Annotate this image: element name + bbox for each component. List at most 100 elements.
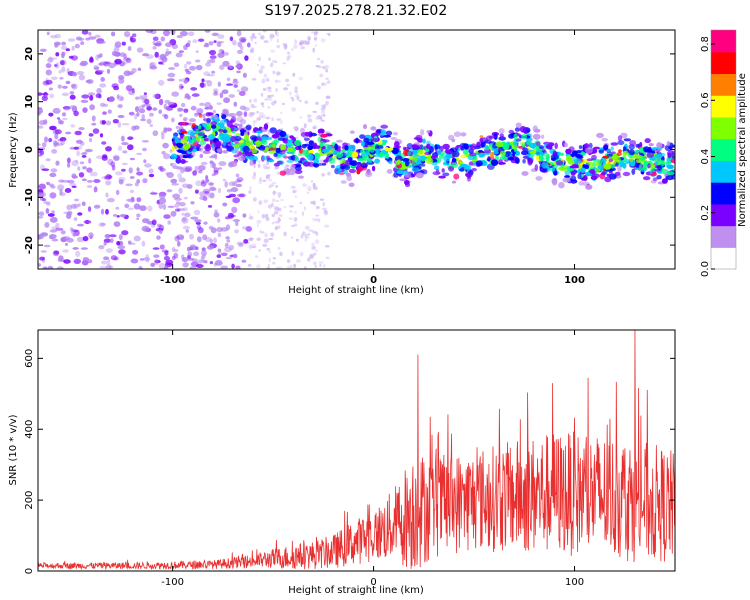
noise-blob (276, 266, 280, 269)
noise-blob (67, 162, 71, 168)
noise-blob (51, 226, 58, 230)
ridge-blob (466, 178, 471, 182)
noise-blob (159, 244, 165, 250)
noise-blob (190, 201, 195, 205)
noise-blob (317, 219, 321, 223)
noise-blob (142, 53, 150, 57)
noise-blob (145, 30, 153, 33)
ridge-blob (521, 150, 528, 156)
ridge-blob (328, 157, 336, 164)
noise-blob (66, 204, 73, 211)
noise-blob (167, 205, 175, 208)
noise-blob (195, 50, 199, 53)
noise-blob (58, 69, 62, 74)
noise-blob (180, 85, 184, 89)
snr-series-line (38, 330, 675, 571)
noise-blob (139, 95, 143, 100)
noise-blob (100, 222, 106, 226)
ridge-blob (465, 172, 473, 178)
ridge-blob (240, 131, 245, 136)
noise-blob (250, 48, 252, 54)
noise-blob (67, 157, 71, 164)
ridge-blob (286, 159, 294, 163)
noise-blob (178, 202, 186, 207)
ridge-blob (230, 116, 237, 123)
noise-blob (235, 220, 239, 227)
noise-blob (236, 70, 241, 74)
noise-blob (105, 264, 112, 269)
noise-blob (56, 266, 64, 269)
noise-blob (55, 62, 60, 69)
ridge-blob (264, 146, 270, 151)
noise-blob (55, 222, 60, 229)
noise-blob (191, 93, 200, 97)
noise-blob (319, 198, 325, 201)
noise-blob (238, 193, 246, 198)
noise-blob (254, 41, 257, 45)
ridge-blob (443, 162, 450, 166)
ridge-blob (347, 144, 356, 151)
noise-blob (268, 237, 274, 241)
noise-blob (276, 171, 279, 176)
noise-blob (248, 213, 252, 216)
noise-blob (315, 214, 320, 217)
noise-blob (103, 238, 111, 243)
noise-blob (49, 192, 57, 199)
noise-blob (262, 88, 267, 91)
noise-blob (316, 85, 322, 90)
ridge-blob (345, 159, 351, 166)
noise-blob (163, 103, 167, 110)
noise-blob (54, 133, 59, 140)
noise-blob (48, 183, 55, 187)
noise-blob (150, 30, 157, 35)
noise-blob (254, 255, 259, 258)
noise-blob (61, 41, 66, 46)
noise-blob (218, 187, 221, 194)
noise-blob (88, 92, 95, 96)
noise-blob (242, 213, 247, 218)
noise-blob (169, 162, 174, 167)
ridge-blob (593, 173, 600, 178)
ridge-blob (343, 165, 351, 171)
noise-blob (42, 266, 48, 269)
ridge-blob (248, 155, 255, 161)
noise-blob (271, 222, 274, 225)
noise-blob (158, 61, 163, 65)
noise-blob (118, 179, 124, 185)
noise-blob (225, 256, 233, 260)
ridge-blob (628, 149, 635, 156)
noise-blob (49, 236, 54, 239)
noise-blob (311, 31, 314, 34)
noise-blob (64, 188, 72, 193)
noise-blob (143, 92, 147, 96)
colorbar-tick-label: 0.2 (700, 205, 711, 221)
ridge-blob (555, 160, 564, 166)
noise-blob (209, 192, 215, 199)
noise-blob (295, 259, 301, 263)
noise-blob (277, 225, 281, 230)
noise-blob (69, 91, 75, 95)
noise-blob (203, 260, 208, 264)
ridge-blob (433, 165, 440, 170)
ridge-blob (661, 178, 668, 184)
noise-blob (45, 158, 51, 162)
ridge-blob (233, 154, 240, 158)
noise-blob (57, 138, 64, 142)
ridge-blob (294, 139, 302, 147)
ridge-blob (617, 165, 622, 172)
noise-blob (136, 112, 140, 117)
noise-blob (176, 107, 182, 113)
noise-blob (117, 114, 125, 119)
noise-blob (270, 94, 275, 97)
noise-blob (61, 92, 70, 97)
noise-blob (242, 72, 247, 78)
noise-blob (78, 74, 86, 81)
noise-blob (45, 63, 52, 69)
ridge-blob (245, 155, 250, 160)
noise-blob (321, 82, 324, 86)
noise-blob (145, 54, 154, 59)
noise-blob (60, 60, 65, 66)
colorbar-segment (711, 225, 736, 248)
ridge-blob (335, 164, 342, 171)
noise-blob (115, 206, 120, 210)
